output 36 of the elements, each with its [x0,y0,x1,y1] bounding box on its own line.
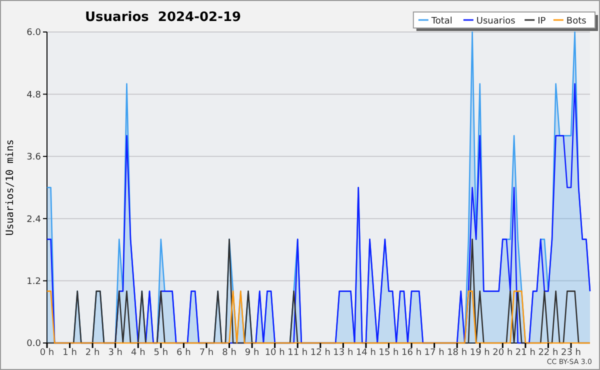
x-tick-label: 3 h [108,348,122,358]
x-tick-label: 5 h [154,348,168,358]
x-tick-label: 19 h [470,348,490,358]
x-tick-label: 8 h [222,348,236,358]
x-tick-label: 16 h [402,348,422,358]
y-tick-label: 6.0 [26,28,42,38]
x-tick-label: 4 h [130,348,146,358]
legend-label: Total [430,16,452,26]
x-tick-label: 20 h [492,348,513,358]
x-tick-label: 23 h [561,348,582,358]
x-tick-label: 2 h [85,348,100,358]
y-tick-label: 1.2 [26,276,41,287]
x-tick-label: 9 h [244,348,260,358]
x-tick-label: 14 h [356,348,376,358]
legend-label: IP [538,16,546,26]
x-tick-label: 17 h [424,348,444,358]
x-tick-label: 18 h [447,348,468,358]
x-tick-label: 22 h [538,348,558,358]
legend-label: Bots [566,16,587,26]
x-tick-label: 6 h [176,348,191,358]
x-tick-label: 1 h [62,348,77,358]
chart-title: Usuarios 2024-02-19 [85,10,242,25]
y-tick-label: 3.6 [26,152,42,163]
y-tick-label: 4.8 [26,90,42,100]
y-tick-label: 2.4 [26,214,42,225]
x-tick-label: 12 h [310,348,330,358]
y-tick-label: 0.0 [26,339,42,350]
x-tick-label: 7 h [199,348,214,358]
y-axis-title: Usuarios/10 mins [5,139,16,236]
x-tick-label: 15 h [378,348,399,358]
x-tick-label: 11 h [288,348,308,358]
legend-label: Usuarios [476,16,516,26]
x-tick-label: 21 h [515,348,536,358]
x-tick-label: 13 h [333,348,354,358]
x-tick-label: 10 h [264,348,285,358]
x-tick-label: 0 h [40,348,54,358]
